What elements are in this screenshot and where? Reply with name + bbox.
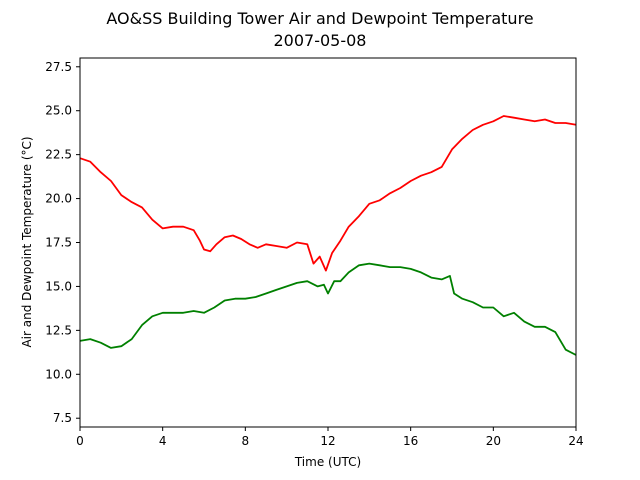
x-axis-label: Time (UTC) [294, 455, 361, 469]
y-tick-label: 22.5 [45, 148, 72, 162]
x-tick-label: 12 [320, 434, 335, 448]
dewpoint-temperature-line [79, 262, 577, 356]
y-tick-label: 15.0 [45, 279, 72, 293]
x-tick-label: 0 [76, 434, 84, 448]
y-axis-label: Air and Dewpoint Temperature (°C) [20, 136, 34, 347]
y-tick-label: 10.0 [45, 367, 72, 381]
y-tick-label: 25.0 [45, 104, 72, 118]
y-tick-label: 12.5 [45, 323, 72, 337]
x-tick-label: 4 [159, 434, 167, 448]
x-tick-label: 16 [403, 434, 418, 448]
x-tick-label: 20 [486, 434, 501, 448]
y-tick-label: 20.0 [45, 192, 72, 206]
ticks-layer: 0 4 8 12 16 20 24 7.5 10.0 12.5 15.0 17.5 20.0 22.5 25… [45, 60, 583, 448]
chart-subtitle: 2007-05-08 [274, 31, 367, 50]
y-tick-label: 27.5 [45, 60, 72, 74]
x-tick-label: 24 [568, 434, 583, 448]
series-layer [79, 115, 577, 356]
x-tick-label: 8 [242, 434, 250, 448]
air-temperature-line [79, 115, 577, 272]
y-tick-label: 7.5 [53, 411, 72, 425]
chart-title: AO&SS Building Tower Air and Dewpoint Te… [106, 9, 533, 28]
y-tick-label: 17.5 [45, 236, 72, 250]
plot-frame [79, 57, 577, 428]
